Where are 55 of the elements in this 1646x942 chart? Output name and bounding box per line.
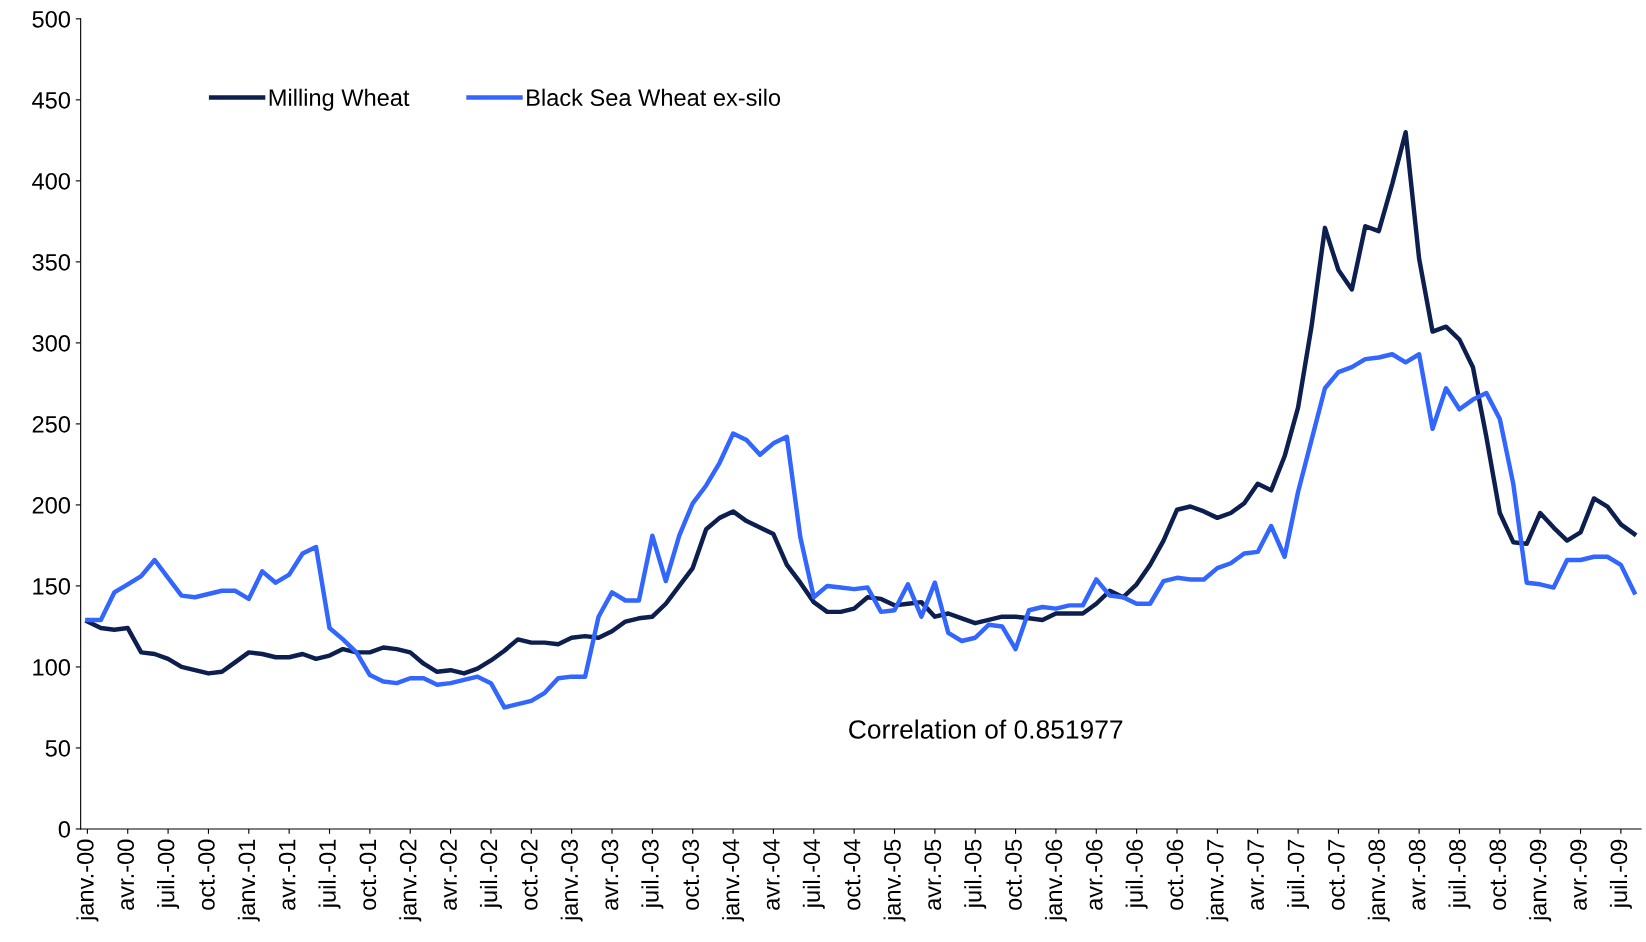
x-tick-label: oct.-05 <box>1005 839 1022 910</box>
x-tick-label: janv.-07 <box>1206 839 1229 922</box>
x-tick-label: oct.-00 <box>198 839 215 910</box>
x-tick-label: oct.-04 <box>843 839 861 910</box>
x-tick-label: juil.-04 <box>802 839 825 909</box>
y-tick-label: 300 <box>32 334 71 352</box>
y-tick-label: 250 <box>32 415 71 433</box>
x-tick-label: juil.-07 <box>1287 839 1310 909</box>
x-tick-label: oct.-02 <box>520 839 538 910</box>
x-tick-label: janv.-02 <box>399 839 422 922</box>
x-tick-label: avr.-09 <box>1570 839 1587 910</box>
x-tick-label: juil.-01 <box>318 839 341 909</box>
y-tick-label: 50 <box>45 740 71 757</box>
x-tick-label: janv.-04 <box>722 839 745 922</box>
x-tick-label: juil.-09 <box>1609 839 1632 909</box>
x-tick-label: juil.-00 <box>157 839 180 909</box>
x-tick-label: avr.-01 <box>278 839 296 910</box>
x-tick-label: avr.-06 <box>1085 839 1103 910</box>
x-tick-label: oct.-07 <box>1328 839 1345 910</box>
x-tick-label: juil.-03 <box>641 839 664 909</box>
y-tick-label: 500 <box>32 10 71 28</box>
y-tick-label: 200 <box>32 496 71 514</box>
x-tick-label: avr.-02 <box>440 839 457 910</box>
x-tick-label: janv.-03 <box>560 839 583 922</box>
y-tick-label: 150 <box>33 577 71 595</box>
x-tick-label: janv.-09 <box>1529 839 1552 922</box>
annotation: Correlation of 0.851977 <box>849 719 1123 739</box>
x-tick-label: oct.-08 <box>1489 839 1507 910</box>
legend-label: Milling Wheat <box>269 88 410 111</box>
x-tick-label: avr.-04 <box>763 839 780 910</box>
y-tick-label: 450 <box>32 91 71 109</box>
x-tick-label: juil.-02 <box>479 839 502 909</box>
x-tick-label: janv.-01 <box>237 839 260 922</box>
x-tick-label: janv.-08 <box>1367 839 1390 922</box>
x-tick-label: oct.-06 <box>1166 839 1184 910</box>
y-tick-label: 100 <box>33 659 71 676</box>
x-tick-label: janv.-00 <box>76 839 99 922</box>
x-tick-label: juil.-05 <box>964 839 987 909</box>
line-series <box>85 130 1637 676</box>
x-tick-label: juil.-08 <box>1448 839 1471 909</box>
x-tick-label: avr.-05 <box>924 839 942 910</box>
x-tick-label: avr.-07 <box>1247 839 1265 910</box>
x-tick-label: janv.-06 <box>1044 839 1067 922</box>
x-tick-label: oct.-03 <box>682 839 700 910</box>
y-tick-label: 0 <box>58 821 71 838</box>
y-tick-label: 400 <box>32 172 71 190</box>
line-series <box>85 352 1637 710</box>
legend-label: Black Sea Wheat ex-silo <box>527 88 781 107</box>
y-tick-label: 350 <box>32 253 71 271</box>
x-tick-label: juil.-06 <box>1125 839 1148 909</box>
x-tick-label: oct.-01 <box>359 839 377 910</box>
x-tick-label: avr.-03 <box>601 839 619 910</box>
x-tick-label: janv.-05 <box>883 839 906 922</box>
x-tick-label: avr.-00 <box>117 839 135 910</box>
x-tick-label: avr.-08 <box>1408 839 1426 910</box>
